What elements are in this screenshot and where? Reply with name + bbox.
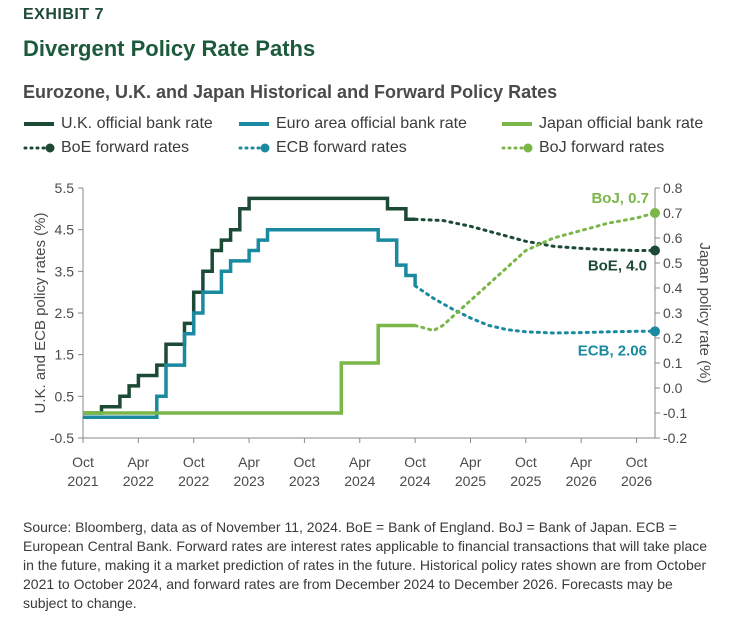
- policy-rate-chart: 5.5 4.5 3.5 2.5 1.5 0.5 -0.5 0.8 0.7 0.6 0.5 0.4 0.3…: [32, 180, 713, 489]
- y-right-tick-label: 0.0: [663, 380, 683, 396]
- series-line-boe-forward-rates: [413, 217, 657, 252]
- legend-label: Japan official bank rate: [539, 115, 704, 132]
- series-line-euro-area-official-bank-rate: [83, 227, 417, 419]
- x-tick-label: Apr 2023: [233, 454, 264, 489]
- legend-item: BoJ forward rates: [501, 139, 664, 157]
- y-left-tick-label: -0.5: [50, 430, 74, 446]
- end-marker-ecb-forward-rates: [650, 326, 660, 337]
- y-left-tick-label: 4.5: [55, 222, 75, 238]
- x-tick-label: Oct 2024: [400, 454, 431, 489]
- x-tick-label: Apr 2025: [455, 454, 486, 489]
- y-right-tick-label: 0.7: [663, 205, 683, 221]
- y-right-tick-label: 0.1: [663, 355, 683, 371]
- y-right-tick-label: 0.5: [663, 255, 683, 271]
- legend-item: BoE forward rates: [23, 139, 189, 157]
- x-tick-label: Oct 2023: [289, 454, 320, 489]
- legend-swatch: [23, 143, 55, 153]
- legend-swatch: [239, 122, 269, 126]
- end-label-boj-forward-rates: BoJ, 0.7: [591, 190, 649, 207]
- x-tick-label: Apr 2022: [123, 454, 154, 489]
- x-tick-label: Oct 2021: [67, 454, 98, 489]
- legend-label: BoJ forward rates: [539, 139, 665, 156]
- y-right-tick-label: -0.1: [663, 405, 687, 421]
- y-left-tick-label: 3.5: [55, 263, 75, 279]
- chart-subtitle: Eurozone, U.K. and Japan Historical and …: [23, 82, 558, 102]
- x-tick-label: Apr 2024: [344, 454, 375, 489]
- end-label-ecb-forward-rates: ECB, 2.06: [578, 342, 647, 359]
- legend-swatch: [501, 143, 533, 153]
- legend-swatch: [502, 122, 532, 126]
- legend-swatch: [238, 143, 270, 153]
- y-left-tick-label: 1.5: [55, 347, 75, 363]
- legend-item: Japan official bank rate: [501, 115, 703, 133]
- legend-label: BoE forward rates: [61, 139, 190, 156]
- series-line-u-k-official-bank-rate: [83, 196, 416, 415]
- x-tick-label: Apr 2026: [566, 454, 597, 489]
- end-marker-boe-forward-rates: [650, 245, 660, 256]
- y-right-tick-label: 0.6: [663, 230, 683, 246]
- y-right-tick-label: 0.4: [663, 280, 683, 296]
- y-right-tick-label: 0.2: [663, 330, 683, 346]
- legend-label: Euro area official bank rate: [276, 115, 467, 132]
- y-right-tick-label: 0.3: [663, 305, 683, 321]
- series-line-japan-official-bank-rate: [83, 323, 416, 415]
- y-left-tick-label: 5.5: [55, 180, 75, 196]
- x-tick-label: Oct 2025: [510, 454, 541, 489]
- end-marker-boj-forward-rates: [650, 208, 660, 218]
- y-right-tick-label: -0.2: [663, 430, 687, 446]
- legend-item: ECB forward rates: [238, 139, 407, 157]
- x-tick-label: Oct 2026: [621, 454, 652, 489]
- legend-label: U.K. official bank rate: [61, 115, 213, 132]
- chart-title: Divergent Policy Rate Paths: [23, 36, 316, 61]
- legend-item: U.K. official bank rate: [23, 115, 213, 133]
- y-right-tick-label: 0.8: [663, 180, 683, 196]
- legend-label: ECB forward rates: [276, 139, 407, 156]
- source-note: Source: Bloomberg, data as of November 1…: [23, 519, 708, 611]
- series-line-ecb-forward-rates: [413, 284, 657, 335]
- y-left-tick-label: 0.5: [55, 388, 75, 404]
- end-label-boe-forward-rates: BoE, 4.0: [588, 258, 647, 275]
- series-line-boj-forward-rates: [413, 211, 657, 333]
- exhibit-label: EXHIBIT 7: [23, 6, 104, 23]
- y-axis-left-title: U.K. and ECB policy rates (%): [32, 213, 49, 414]
- y-axis-right-title: Japan policy rate (%): [696, 243, 713, 384]
- legend-swatch: [24, 122, 54, 126]
- x-tick-label: Oct 2022: [178, 454, 209, 489]
- y-left-tick-label: 2.5: [55, 305, 75, 321]
- legend-item: Euro area official bank rate: [238, 115, 467, 133]
